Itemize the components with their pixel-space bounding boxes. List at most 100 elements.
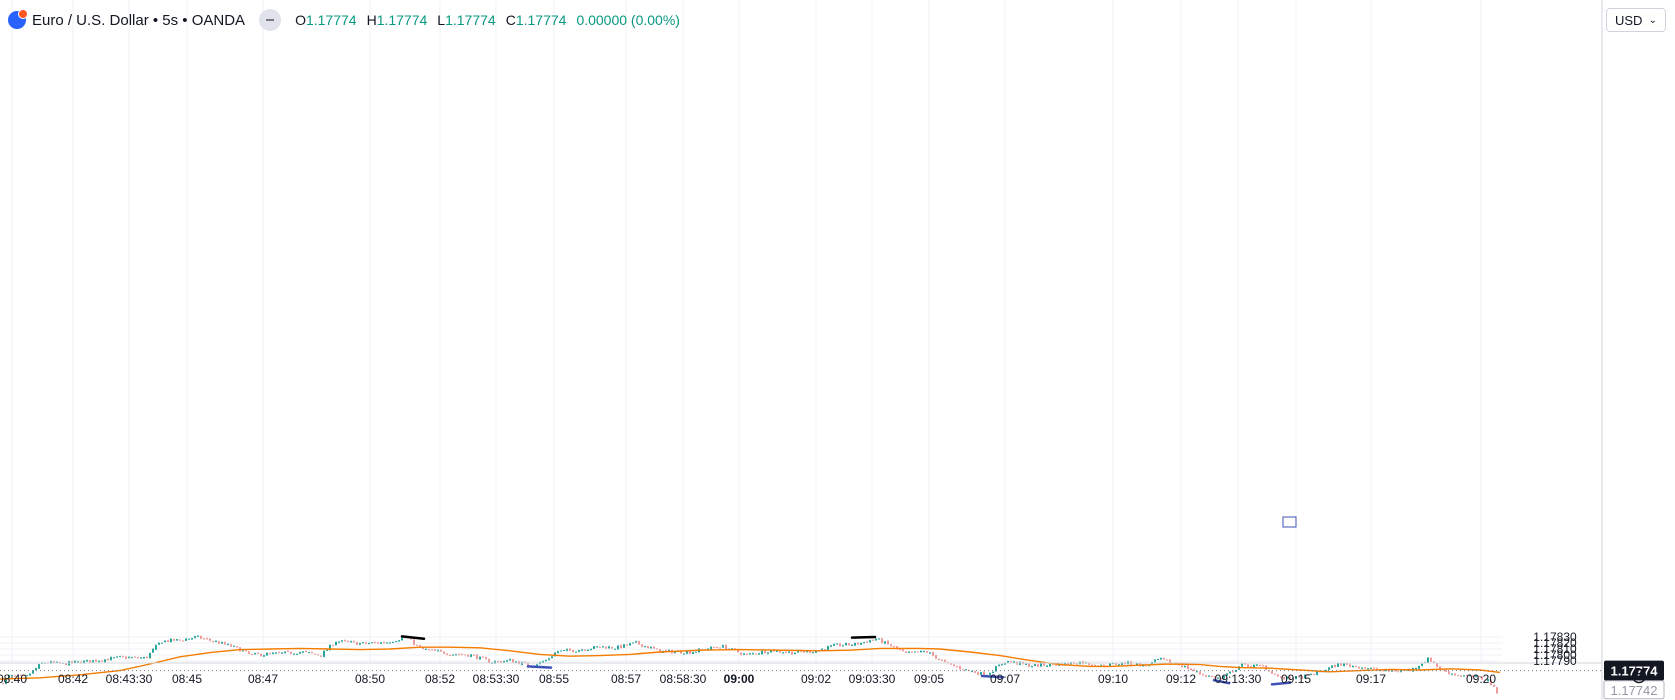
candle-down	[653, 646, 655, 649]
gear-icon[interactable]	[1630, 667, 1648, 685]
candle-down	[1493, 684, 1495, 687]
candle-up	[323, 650, 325, 658]
trendline-marker-black[interactable]	[400, 635, 426, 641]
candle-body	[182, 640, 184, 642]
candle-body	[281, 652, 283, 654]
currency-selector[interactable]: USD ⌄	[1606, 8, 1666, 32]
hide-legend-button[interactable]	[259, 9, 282, 31]
candle-down	[224, 641, 226, 645]
candle-up	[884, 641, 886, 645]
candle-down	[956, 665, 958, 668]
candle-body	[1436, 663, 1438, 667]
candle-up	[695, 651, 697, 653]
trendline-marker-blue[interactable]	[1212, 678, 1231, 685]
time-scale[interactable]: 08:40 08:42 08:43:30 08:45 08:47 08:50 08:52 08…	[0, 672, 1496, 686]
candle-down	[1190, 668, 1192, 671]
candle-body	[284, 651, 286, 654]
candle-body	[134, 656, 136, 658]
candle-down	[599, 646, 601, 648]
candle-up	[1118, 664, 1120, 666]
candle-down	[1313, 673, 1315, 676]
drawing-markers[interactable]	[400, 516, 1297, 686]
candle-up	[161, 642, 163, 644]
candle-body	[563, 650, 565, 652]
candle-body	[716, 647, 718, 649]
candle-body	[758, 653, 760, 655]
candle-body	[737, 649, 739, 653]
candle-body	[176, 639, 178, 641]
candle-down	[647, 645, 649, 649]
candle-body	[908, 651, 910, 653]
candle-up	[782, 651, 784, 654]
time-tick-label: 09:17	[1356, 672, 1386, 686]
candle-down	[305, 650, 307, 653]
candle-down	[611, 646, 613, 649]
candle-up	[299, 651, 301, 654]
candle-up	[152, 648, 154, 654]
candle-down	[935, 654, 937, 660]
candle-down	[467, 654, 469, 657]
candle-up	[335, 641, 337, 646]
candle-body	[593, 646, 595, 649]
time-tick-label: 09:03:30	[849, 672, 896, 686]
candle-body	[1340, 663, 1342, 666]
secondary-price-badge: 1.17742	[1603, 680, 1665, 700]
candle-body	[872, 639, 874, 641]
candle-up	[923, 650, 925, 653]
candle-up	[1310, 673, 1312, 676]
candle-body	[110, 657, 112, 660]
selection-handle-marker[interactable]	[1282, 516, 1297, 528]
candle-body	[431, 649, 433, 651]
candle-body	[740, 652, 742, 655]
candle-up	[110, 656, 112, 661]
candle-up	[131, 656, 133, 659]
candle-body	[614, 648, 616, 650]
candle-body	[848, 643, 850, 646]
candle-body	[1004, 663, 1006, 665]
candle-body	[956, 666, 958, 668]
candle-body	[1334, 664, 1336, 668]
candle-up	[854, 642, 856, 647]
symbol-title[interactable]: Euro / U.S. Dollar • 5s • OANDA	[32, 11, 246, 29]
candle-up	[1463, 675, 1465, 677]
candle-up	[1241, 663, 1243, 668]
candle-body	[71, 661, 73, 664]
candle-down	[236, 645, 238, 648]
candle-down	[413, 638, 415, 646]
trendline-marker-blue[interactable]	[1270, 681, 1292, 686]
candle-body	[527, 662, 529, 666]
candle-down	[137, 656, 139, 659]
candle-body	[1040, 663, 1042, 667]
candle-body	[257, 652, 259, 654]
candle-body	[248, 651, 250, 654]
candle-body	[1448, 671, 1450, 674]
candle-body	[1469, 675, 1471, 677]
candle-up	[587, 649, 589, 652]
candle-down	[1496, 686, 1498, 694]
candle-body	[92, 660, 94, 662]
candle-down	[23, 674, 25, 676]
candle-down	[353, 640, 355, 643]
candle-body	[950, 662, 952, 665]
candle-body	[1037, 664, 1039, 667]
trendline-marker-blue[interactable]	[526, 665, 553, 669]
candle-up	[1352, 665, 1354, 668]
candle-up	[878, 638, 880, 640]
candle-up	[1160, 657, 1162, 661]
candle-up	[392, 641, 394, 643]
trendline-marker-blue[interactable]	[980, 674, 1005, 679]
candle-body	[851, 644, 853, 646]
candle-body	[2, 683, 4, 685]
candle-up	[338, 641, 340, 644]
candle-body	[101, 660, 103, 662]
candle-body	[638, 641, 640, 645]
candle-down	[1181, 664, 1183, 668]
trendline-marker-black[interactable]	[850, 635, 877, 639]
candle-body	[212, 641, 214, 643]
candle-down	[938, 658, 940, 661]
candle-body	[299, 652, 301, 654]
candle-body	[767, 652, 769, 654]
candle-body	[1481, 676, 1483, 680]
